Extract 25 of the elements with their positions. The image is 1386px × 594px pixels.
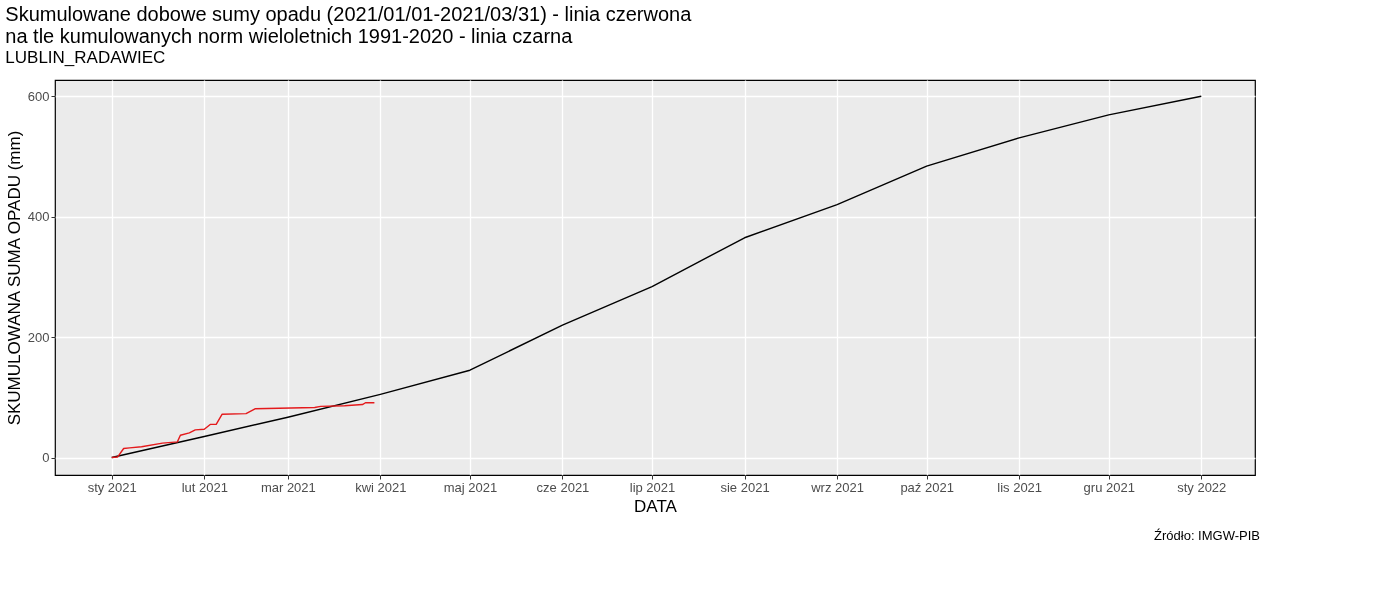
x-tick-label: mar 2021 xyxy=(260,479,316,495)
x-tick-label: wrz 2021 xyxy=(810,479,864,495)
x-tick-label: lut 2021 xyxy=(181,479,228,495)
x-axis-title: DATA xyxy=(634,496,678,516)
x-tick-label: sie 2021 xyxy=(720,479,770,495)
line-series xyxy=(111,402,376,459)
x-tick-label: maj 2021 xyxy=(443,479,498,495)
y-tick-label: 200 xyxy=(27,329,50,345)
y-tick-label: 600 xyxy=(27,88,50,104)
x-tick-label: lis 2021 xyxy=(997,479,1043,495)
text: Skumulowane dobowe sumy opadu (2021/01/01-2021/03/31) - linia czerwona xyxy=(5,3,692,25)
x-tick-label: kwi 2021 xyxy=(355,479,407,495)
x-tick-label: sty 2022 xyxy=(1177,479,1227,495)
y-axis-title: SKUMULOWANA SUMA OPADU (mm) xyxy=(4,130,24,426)
y-tick-label: 400 xyxy=(27,209,50,225)
y-tick-label: 0 xyxy=(42,450,50,466)
text: na tle kumulowanych norm wieloletnich 1991-2020 - linia czarna xyxy=(5,25,573,47)
x-tick-label: cze 2021 xyxy=(536,479,590,495)
x-tick-label: sty 2021 xyxy=(87,479,137,495)
text: Źródło: IMGW-PIB xyxy=(1154,528,1260,543)
x-tick-label: gru 2021 xyxy=(1083,479,1135,495)
line-series xyxy=(111,95,1202,459)
x-tick-label: paź 2021 xyxy=(900,479,954,495)
chart-subtitle: LUBLIN_RADAWIEC xyxy=(5,48,166,67)
x-tick-label: lip 2021 xyxy=(629,479,676,495)
